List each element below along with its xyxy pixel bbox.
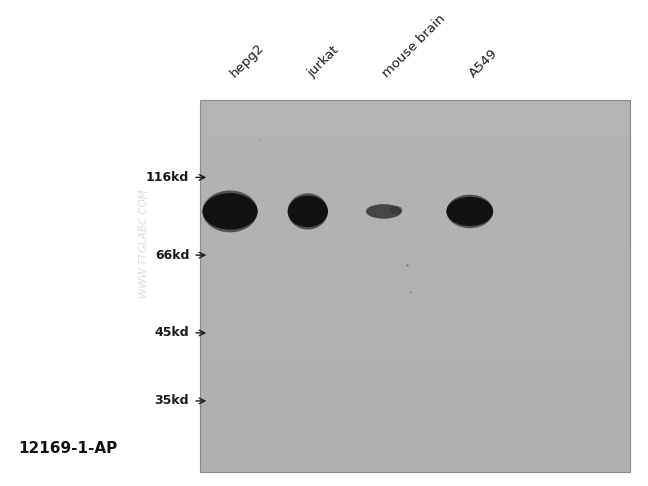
Text: 12169-1-AP: 12169-1-AP [18,441,117,456]
Bar [200,416,630,435]
Bar [200,361,630,379]
Bar [200,435,630,453]
Ellipse shape [446,194,493,228]
Bar [200,249,630,267]
Bar [200,342,630,361]
Bar [200,267,630,286]
Text: 35kd: 35kd [155,395,189,407]
Ellipse shape [366,204,402,219]
Bar [200,137,630,156]
Bar [200,323,630,342]
Text: mouse brain: mouse brain [380,12,448,80]
Bar [200,305,630,323]
Ellipse shape [202,193,257,229]
Text: hepg2: hepg2 [227,41,266,80]
Bar [200,100,630,119]
Bar [200,379,630,398]
Text: A549: A549 [467,47,501,80]
Bar [200,398,630,416]
Bar [200,453,630,472]
Bar [200,193,630,211]
Text: 66kd: 66kd [155,249,189,261]
Bar [200,286,630,305]
Ellipse shape [288,193,328,229]
Bar [200,119,630,137]
Bar [200,100,630,472]
Ellipse shape [202,191,257,232]
Bar [200,230,630,249]
Text: 45kd: 45kd [154,327,189,339]
Ellipse shape [288,195,328,227]
Text: 116kd: 116kd [146,171,189,184]
Bar [200,156,630,174]
Text: WWW.TTGLABC.COM: WWW.TTGLABC.COM [137,189,148,297]
Ellipse shape [390,206,402,214]
Bar [200,174,630,193]
Bar [200,211,630,230]
Ellipse shape [446,197,493,226]
Text: jurkat: jurkat [305,44,341,80]
